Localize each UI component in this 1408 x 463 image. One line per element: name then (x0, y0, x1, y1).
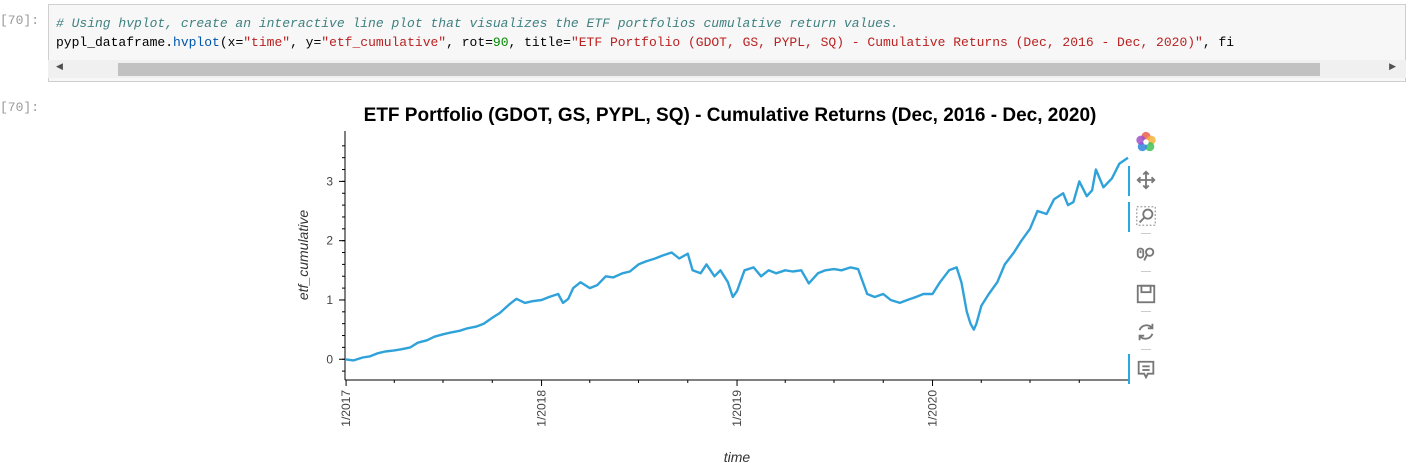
x-tick-label: 1/2020 (926, 390, 940, 427)
line-chart[interactable]: ETF Portfolio (GDOT, GS, PYPL, SQ) - Cum… (290, 90, 1170, 463)
code-string: "ETF Portfolio (GDOT, GS, PYPL, SQ) - Cu… (570, 35, 1203, 50)
x-tick-label: 1/2019 (730, 390, 744, 427)
horizontal-scrollbar[interactable]: ◀ ▶ (48, 60, 1406, 78)
hover-active-indicator (1128, 354, 1130, 384)
plot-toolbar (1128, 128, 1162, 388)
input-prompt: [70]: (0, 13, 40, 28)
code-method: hvplot (173, 35, 220, 50)
x-tick-label: 1/2018 (535, 390, 549, 427)
series-line[interactable] (344, 156, 1129, 362)
y-axis-label: etf_cumulative (295, 210, 311, 300)
code-punct: , title= (508, 35, 571, 50)
x-tick-label: 1/2017 (339, 390, 353, 427)
pan-active-indicator (1128, 166, 1130, 196)
box-zoom-icon[interactable] (1134, 204, 1158, 228)
code-object: pypl_dataframe. (56, 35, 174, 50)
toolbar-divider (1141, 349, 1151, 350)
scrollbar-thumb[interactable] (118, 63, 1320, 76)
output-prompt: [70]: (0, 100, 40, 115)
y-tick-label: 2 (326, 234, 333, 248)
hover-icon[interactable] (1134, 358, 1158, 382)
scroll-left-icon[interactable]: ◀ (56, 62, 63, 72)
code-number: 90 (492, 35, 509, 50)
wheel-zoom-icon[interactable] (1134, 242, 1158, 266)
reset-icon[interactable] (1134, 320, 1158, 344)
code-string: "etf_cumulative" (321, 35, 447, 50)
code-punct: , rot= (446, 35, 493, 50)
bokeh-logo-icon[interactable] (1134, 130, 1158, 154)
code-punct: , y= (290, 35, 322, 50)
pan-icon[interactable] (1134, 168, 1158, 192)
y-tick-label: 3 (326, 174, 333, 188)
chart-title: ETF Portfolio (GDOT, GS, PYPL, SQ) - Cum… (364, 105, 1097, 126)
box-zoom-active-indicator (1128, 202, 1130, 232)
plot-frame (344, 131, 1128, 381)
y-tick-label: 0 (326, 352, 333, 366)
toolbar-divider (1141, 311, 1151, 312)
code-editor[interactable]: # Using hvplot, create an interactive li… (56, 14, 1234, 52)
toolbar-divider (1141, 271, 1151, 272)
code-punct: (x= (219, 35, 244, 50)
y-tick-label: 1 (326, 293, 333, 307)
x-axis-label: time (724, 449, 751, 463)
save-icon[interactable] (1134, 282, 1158, 306)
scroll-right-icon[interactable]: ▶ (1389, 62, 1396, 72)
code-string: "time" (243, 35, 291, 50)
toolbar-divider (1141, 233, 1151, 234)
code-comment: # Using hvplot, create an interactive li… (56, 16, 899, 31)
code-punct: , fi (1202, 35, 1235, 50)
